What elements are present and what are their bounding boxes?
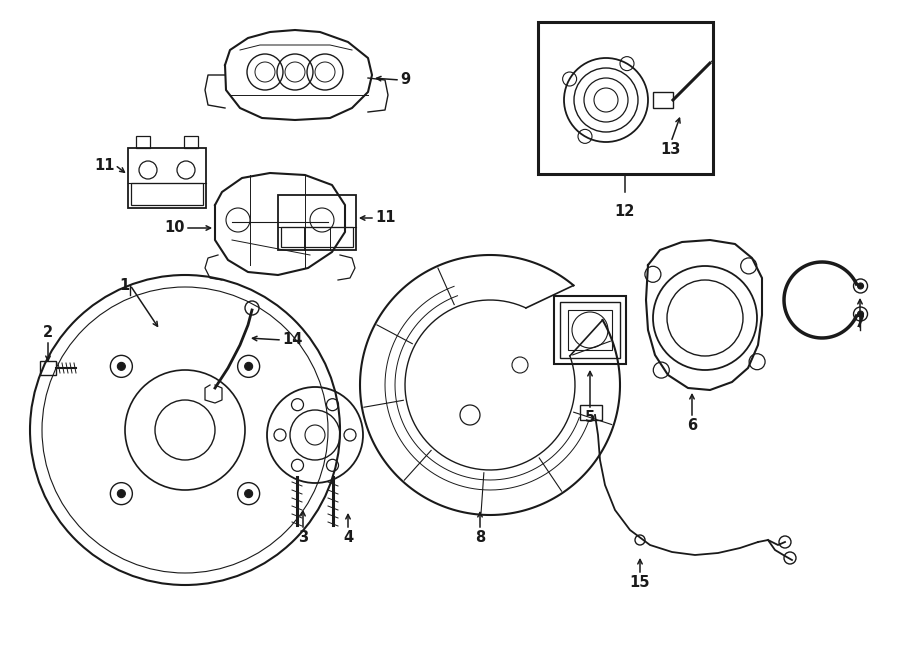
Text: 4: 4	[343, 530, 353, 545]
Bar	[131, 183, 203, 205]
Bar	[128, 148, 206, 208]
Text: 12: 12	[615, 204, 635, 219]
Bar	[560, 302, 620, 358]
Bar	[40, 361, 56, 375]
Bar	[281, 227, 353, 247]
Text: 2: 2	[43, 325, 53, 340]
Text: 11: 11	[94, 157, 115, 173]
Circle shape	[117, 362, 125, 370]
Bar	[568, 310, 612, 350]
Text: 9: 9	[400, 73, 410, 87]
Bar	[184, 136, 198, 148]
Text: 13: 13	[661, 142, 681, 157]
Text: 3: 3	[298, 530, 308, 545]
Circle shape	[245, 362, 253, 370]
Text: 6: 6	[687, 418, 698, 433]
Circle shape	[858, 311, 863, 317]
Bar	[278, 195, 356, 250]
Bar	[653, 92, 673, 108]
Bar	[554, 296, 626, 364]
Circle shape	[245, 490, 253, 498]
Circle shape	[117, 490, 125, 498]
Text: 7: 7	[855, 315, 865, 330]
Text: 15: 15	[630, 575, 650, 590]
Text: 1: 1	[120, 278, 130, 293]
Bar	[136, 136, 150, 148]
Text: 11: 11	[375, 210, 395, 225]
Text: 10: 10	[165, 221, 185, 235]
Text: 5: 5	[585, 410, 595, 425]
Circle shape	[858, 283, 863, 289]
Bar	[538, 22, 713, 174]
Text: 8: 8	[475, 530, 485, 545]
Text: 14: 14	[282, 332, 302, 348]
Bar	[580, 405, 602, 420]
